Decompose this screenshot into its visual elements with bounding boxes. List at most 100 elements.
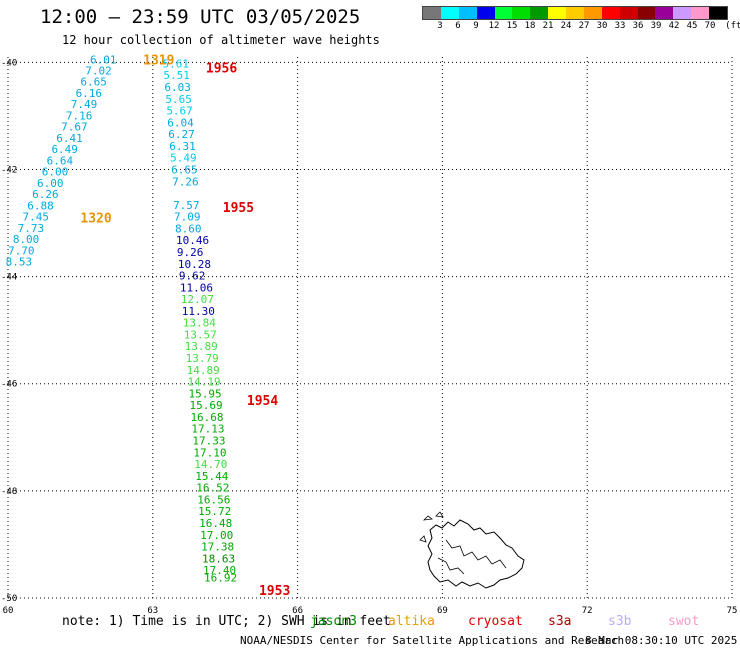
altimeter-track-jason3: 5.615.516.035.655.676.046.276.315.496.65… [162, 57, 237, 584]
wave-height-value: 6.27 [168, 128, 195, 141]
wave-height-value: 6.65 [80, 76, 107, 89]
legend-swatch [494, 7, 513, 19]
wave-height-value: 9.26 [177, 246, 204, 259]
lon-tick-label: 75 [727, 606, 738, 616]
satellite-legend-item: altika [388, 614, 435, 629]
generated-timestamp: 8 Mar 08:30:10 UTC 2025 [585, 634, 738, 647]
wave-height-value: 18.63 [202, 552, 235, 565]
wave-height-value: 7.02 [85, 64, 112, 77]
legend-label: 45 [686, 21, 698, 31]
legend-label: 39 [650, 21, 662, 31]
legend-swatch [566, 7, 584, 19]
wave-height-value: 10.46 [176, 234, 209, 247]
pass-time-label: 1954 [247, 394, 278, 409]
wave-height-value: 6.00 [37, 177, 64, 190]
lat-tick-label: -42 [1, 165, 17, 175]
kerguelen-islands-outline [419, 511, 525, 589]
lon-tick-label: 66 [292, 606, 303, 616]
legend-label: 18 [524, 21, 536, 31]
wave-height-value: 6.65 [171, 163, 198, 176]
wave-height-value: 6.64 [47, 154, 74, 167]
legend-label: 15 [506, 21, 518, 31]
pass-time-label: 1320 [80, 212, 111, 227]
legend-label: 42 [668, 21, 680, 31]
wave-height-value: 6.41 [56, 132, 82, 145]
wave-height-value: 7.45 [22, 211, 49, 224]
legend-swatch [601, 7, 620, 19]
wave-height-value: 5.61 [162, 57, 189, 70]
lon-tick-label: 63 [147, 606, 158, 616]
wave-height-value: 11.30 [182, 305, 215, 318]
legend-swatch [619, 7, 638, 19]
legend-swatch [709, 7, 727, 19]
wave-height-value: 5.67 [166, 105, 193, 118]
wave-height-value: 7.16 [66, 109, 93, 122]
pass-time-label: 1953 [259, 584, 290, 599]
wave-height-value: 12.07 [181, 293, 214, 306]
wave-height-value: 5.49 [170, 152, 197, 165]
legend-label: 21 [542, 21, 554, 31]
wave-height-value: 7.67 [61, 121, 88, 134]
satellite-legend-item: cryosat [468, 614, 523, 629]
legend-swatch [458, 7, 477, 19]
legend-unit: (ft) [725, 21, 740, 31]
wave-height-value: 8.60 [175, 222, 202, 235]
lat-tick-label: -48 [1, 487, 17, 497]
wave-height-value: 13.84 [183, 317, 216, 330]
wave-height-value: 6.31 [169, 140, 196, 153]
color-legend-bar [422, 6, 728, 20]
legend-label: 27 [578, 21, 590, 31]
wave-height-value: 7.57 [173, 199, 200, 212]
legend-label: 24 [560, 21, 572, 31]
wave-height-value: 6.16 [76, 87, 103, 100]
wave-height-value: 5.51 [163, 69, 190, 82]
legend-swatch [512, 7, 531, 19]
wave-height-value: 17.40 [203, 564, 236, 577]
page-subtitle: 12 hour collection of altimeter wave hei… [62, 33, 380, 47]
wave-height-value: 13.89 [185, 340, 218, 353]
wave-height-value: 16.68 [190, 411, 223, 424]
wave-height-value: 6.03 [164, 81, 191, 94]
wave-height-value: 14.70 [194, 458, 227, 471]
pass-time-label: 1956 [206, 62, 237, 77]
wave-height-value: 9.62 [179, 270, 206, 283]
wave-height-value: 7.70 [8, 244, 35, 257]
wave-height-value: 8.53 [6, 256, 33, 269]
wave-height-value: 17.00 [200, 529, 233, 542]
legend-swatch [655, 7, 674, 19]
wave-height-value: 7.09 [174, 211, 201, 224]
legend-swatch [423, 7, 441, 19]
wave-height-value: 15.95 [189, 387, 222, 400]
footer-note: note: 1) Time is in UTC; 2) SWH is in fe… [62, 614, 391, 629]
legend-label: 6 [455, 21, 461, 31]
wave-height-value: 16.48 [199, 517, 232, 530]
lon-tick-label: 72 [582, 606, 593, 616]
altimeter-track-altika: 6.017.026.656.167.497.167.676.416.496.64… [6, 54, 117, 269]
wave-height-value: 17.13 [191, 423, 224, 436]
satellite-legend-item: swot [668, 614, 700, 629]
wave-height-value: 15.72 [198, 505, 231, 518]
legend-label: 12 [488, 21, 500, 31]
wave-height-value: 6.00 [42, 166, 69, 179]
legend-swatch [476, 7, 495, 19]
legend-label: 33 [614, 21, 626, 31]
wave-height-value: 17.33 [192, 435, 225, 448]
lat-tick-label: -44 [1, 273, 17, 283]
wave-height-value: 16.52 [196, 482, 229, 495]
wave-height-value: 17.38 [201, 541, 234, 554]
lat-tick-label: -50 [1, 594, 17, 604]
wave-height-value: 11.06 [180, 281, 213, 294]
wave-height-value: 15.69 [189, 399, 222, 412]
pass-time-label: 1319 [143, 54, 174, 69]
wave-height-value: 16.92 [204, 572, 237, 585]
lon-tick-label: 69 [437, 606, 448, 616]
legend-swatch [583, 7, 602, 19]
legend-label: 36 [632, 21, 644, 31]
pass-time-label: 1955 [223, 201, 254, 216]
pass-time-labels: 1319 1320 1956 1955 1954 1953 [80, 54, 290, 599]
legend-label: 30 [596, 21, 608, 31]
wave-height-value: 14.89 [187, 364, 220, 377]
wave-height-value: 6.88 [27, 199, 54, 212]
satellite-legend-item: s3b [608, 614, 632, 629]
